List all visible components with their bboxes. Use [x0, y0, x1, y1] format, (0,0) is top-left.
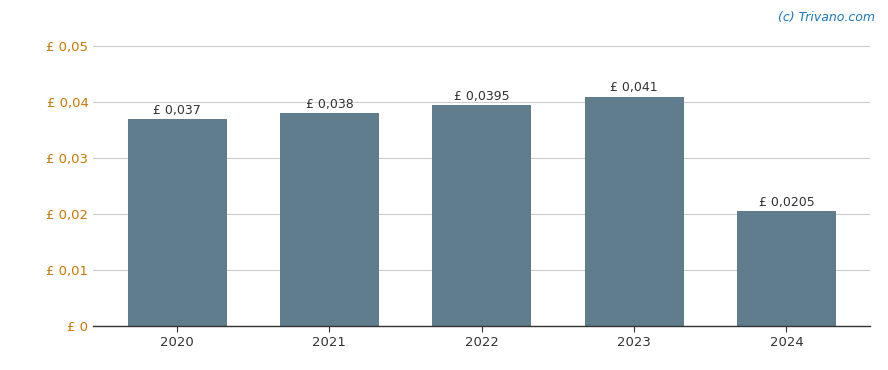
Bar — [432, 105, 531, 326]
Text: (c) Trivano.com: (c) Trivano.com — [778, 11, 875, 24]
Text: £ 0,0395: £ 0,0395 — [454, 90, 510, 103]
Text: £ 0,041: £ 0,041 — [610, 81, 658, 94]
Bar — [584, 97, 684, 326]
Bar — [128, 119, 226, 326]
Bar — [737, 211, 836, 326]
Text: £ 0,0205: £ 0,0205 — [758, 196, 814, 209]
Bar — [280, 113, 379, 326]
Text: £ 0,037: £ 0,037 — [153, 104, 201, 117]
Text: £ 0,038: £ 0,038 — [305, 98, 353, 111]
